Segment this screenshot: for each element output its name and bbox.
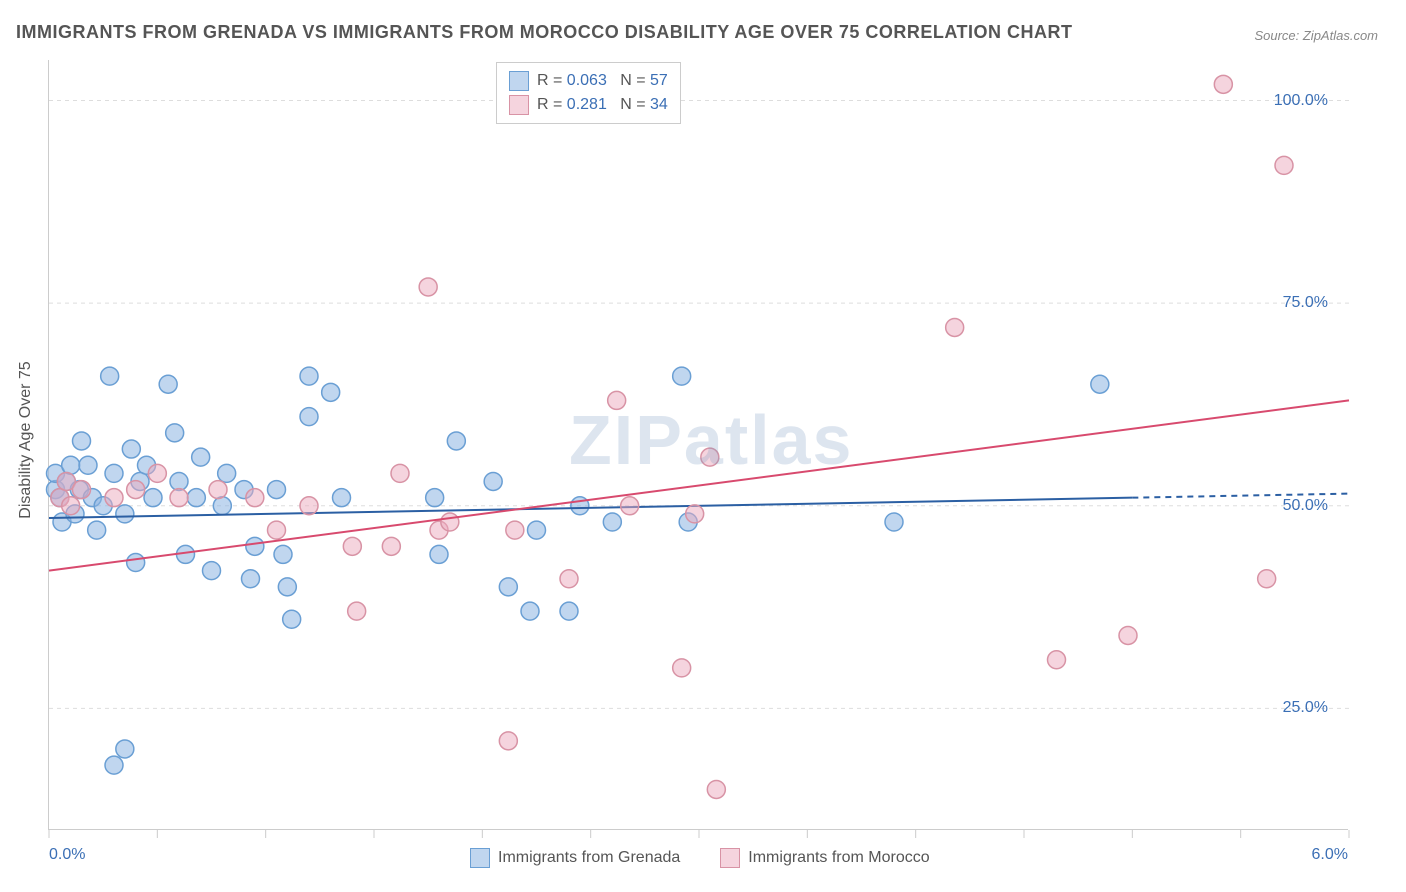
plot-area: ZIPatlas 25.0%50.0%75.0%100.0%0.0%6.0% (48, 60, 1348, 830)
legend-label: Immigrants from Morocco (748, 849, 929, 867)
legend-label: Immigrants from Grenada (498, 849, 680, 867)
legend-top-row: R = 0.063 N = 57 (509, 69, 668, 93)
legend-bottom: Immigrants from Grenada Immigrants from M… (470, 848, 930, 868)
plot-svg (49, 60, 1348, 829)
ytick-label: 75.0% (1283, 294, 1328, 312)
chart-container: IMMIGRANTS FROM GRENADA VS IMMIGRANTS FR… (0, 0, 1406, 892)
legend-bottom-item: Immigrants from Grenada (470, 848, 680, 868)
legend-swatch (470, 848, 490, 868)
legend-swatch (720, 848, 740, 868)
legend-swatch (509, 71, 529, 91)
chart-title: IMMIGRANTS FROM GRENADA VS IMMIGRANTS FR… (16, 22, 1073, 43)
xtick-label: 6.0% (1312, 846, 1348, 864)
legend-bottom-item: Immigrants from Morocco (720, 848, 929, 868)
ytick-label: 25.0% (1283, 699, 1328, 717)
ytick-label: 100.0% (1274, 92, 1328, 110)
ytick-label: 50.0% (1283, 497, 1328, 515)
legend-top: R = 0.063 N = 57 R = 0.281 N = 34 (496, 62, 681, 124)
source-label: Source: ZipAtlas.com (1254, 28, 1378, 43)
xtick-label: 0.0% (49, 846, 85, 864)
legend-stat: R = 0.281 N = 34 (537, 96, 668, 114)
legend-stat: R = 0.063 N = 57 (537, 72, 668, 90)
legend-top-row: R = 0.281 N = 34 (509, 93, 668, 117)
y-axis-label: Disability Age Over 75 (17, 361, 35, 518)
legend-swatch (509, 95, 529, 115)
